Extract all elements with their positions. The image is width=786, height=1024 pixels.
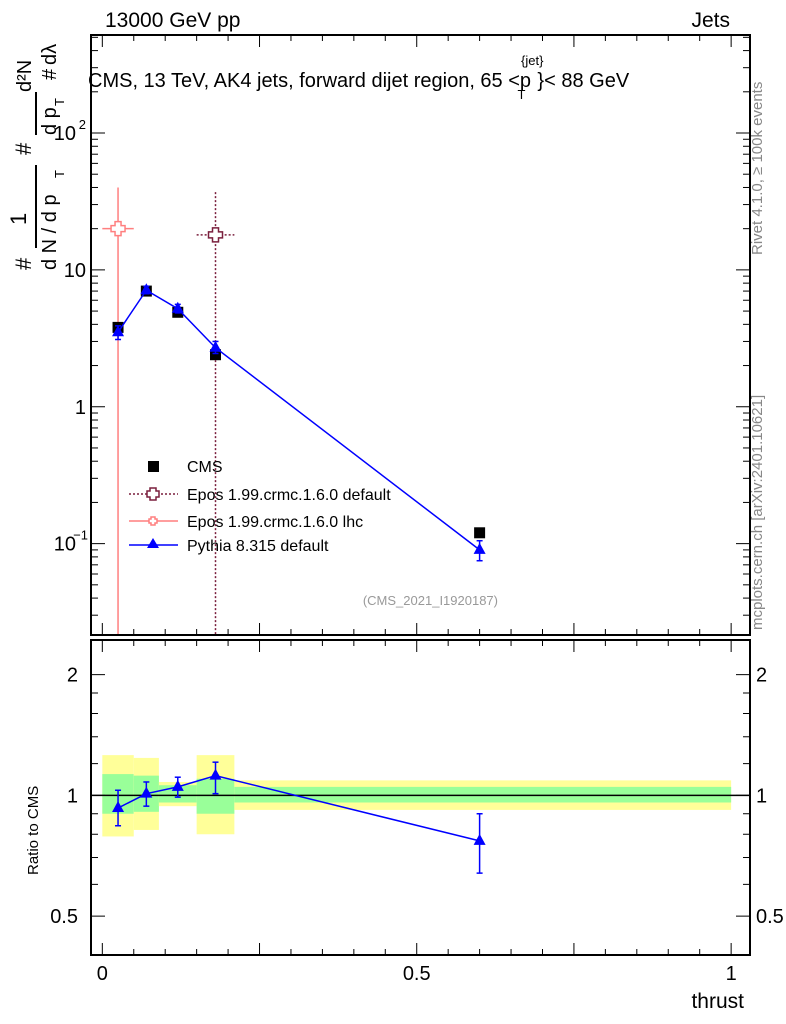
legend: CMS Epos 1.99.crmc.1.6.0 default Epos 1.… bbox=[129, 459, 391, 555]
pythia-ratio-marker bbox=[140, 786, 153, 798]
cms-data-point bbox=[210, 349, 222, 361]
ratio-y-tick-label-right: 2 bbox=[756, 665, 767, 687]
ratio-y-label: Ratio to CMS bbox=[25, 786, 42, 875]
x-tick-label: 0.5 bbox=[403, 963, 431, 985]
legend-epos-default-marker bbox=[146, 487, 160, 501]
title-sup: {jet} bbox=[521, 53, 544, 68]
ratio-y-tick-label: 1 bbox=[67, 785, 78, 807]
ratio-y-tick-label-right: 1 bbox=[756, 785, 767, 807]
main-frame bbox=[90, 34, 751, 636]
legend-label: Pythia 8.315 default bbox=[187, 538, 329, 555]
ylabel-part: T bbox=[52, 170, 67, 178]
ylabel-part: d N / d p bbox=[39, 194, 61, 270]
x-axis-label: thrust bbox=[691, 990, 744, 1013]
epos-lhc-marker bbox=[110, 220, 126, 237]
title-sub: T bbox=[517, 87, 525, 102]
pythia-ratio-marker bbox=[473, 833, 486, 845]
y-tick-label: 10 bbox=[64, 260, 86, 282]
header-left: 13000 GeV pp bbox=[105, 9, 240, 32]
pythia-ratio-marker bbox=[112, 801, 125, 813]
ratio-data bbox=[91, 755, 750, 874]
ylabel-part: # bbox=[39, 68, 61, 80]
y-axis-label: # 1 d N / d p T # d p T d²N dλ # bbox=[6, 44, 67, 270]
ratio-y-tick-label: 2 bbox=[67, 665, 78, 687]
ylabel-part: d p bbox=[39, 107, 61, 135]
pythia-marker bbox=[171, 301, 184, 313]
legend-label: CMS bbox=[187, 459, 223, 476]
pythia-marker bbox=[140, 283, 153, 295]
ylabel-part: T bbox=[52, 98, 67, 106]
legend-pythia-marker bbox=[147, 538, 159, 548]
x-tick-label: 1 bbox=[726, 963, 737, 985]
y-tick-label-exponent: 2 bbox=[79, 117, 86, 132]
ylabel-part: 1 bbox=[6, 213, 31, 225]
pythia-marker bbox=[209, 340, 222, 352]
pythia-line bbox=[117, 289, 481, 551]
rivet-label: Rivet 4.1.0, ≥ 100k events bbox=[749, 82, 766, 255]
analysis-annotation: (CMS_2021_I1920187) bbox=[363, 593, 498, 608]
pythia-ratio-marker bbox=[209, 768, 222, 780]
main-data bbox=[102, 187, 486, 635]
ratio-y-tick-label-right: 0.5 bbox=[756, 906, 784, 928]
title-pre: CMS, 13 TeV, AK4 jets, forward dijet reg… bbox=[88, 70, 531, 92]
ratio-plot: 0 0.5 1 2 2 1 1 0.5 0.5 bbox=[50, 35, 784, 985]
y-tick-label: 1 bbox=[75, 397, 86, 419]
legend-label: Epos 1.99.crmc.1.6.0 lhc bbox=[187, 514, 363, 531]
ratio-frame bbox=[90, 639, 751, 956]
title-post: }< 88 GeV bbox=[537, 70, 629, 92]
x-tick-label: 0 bbox=[97, 963, 108, 985]
y-tick-label-exponent: −1 bbox=[73, 528, 88, 543]
epos-default-marker bbox=[207, 227, 224, 243]
cms-data-point bbox=[474, 527, 486, 539]
header-right: Jets bbox=[691, 9, 730, 32]
ratio-y-tick-label: 0.5 bbox=[50, 906, 78, 928]
ylabel-part: # bbox=[11, 257, 36, 270]
y-tick-label: 10 bbox=[54, 123, 76, 145]
legend-label: Epos 1.99.crmc.1.6.0 default bbox=[187, 487, 391, 504]
plot-title: CMS, 13 TeV, AK4 jets, forward dijet reg… bbox=[88, 53, 630, 102]
mcplots-label: mcplots.cern.ch [arXiv:2401.10621] bbox=[749, 395, 766, 630]
y-tick-label: 10 bbox=[54, 534, 76, 556]
pythia-marker bbox=[473, 542, 486, 554]
pythia-marker bbox=[112, 325, 125, 337]
ylabel-part: d²N bbox=[14, 60, 36, 92]
legend-cms-marker bbox=[148, 461, 159, 472]
legend-epos-lhc-marker bbox=[148, 516, 158, 526]
ylabel-part: # bbox=[11, 142, 36, 155]
ylabel-part: dλ bbox=[39, 44, 61, 65]
pythia-ratio-marker bbox=[171, 779, 184, 791]
